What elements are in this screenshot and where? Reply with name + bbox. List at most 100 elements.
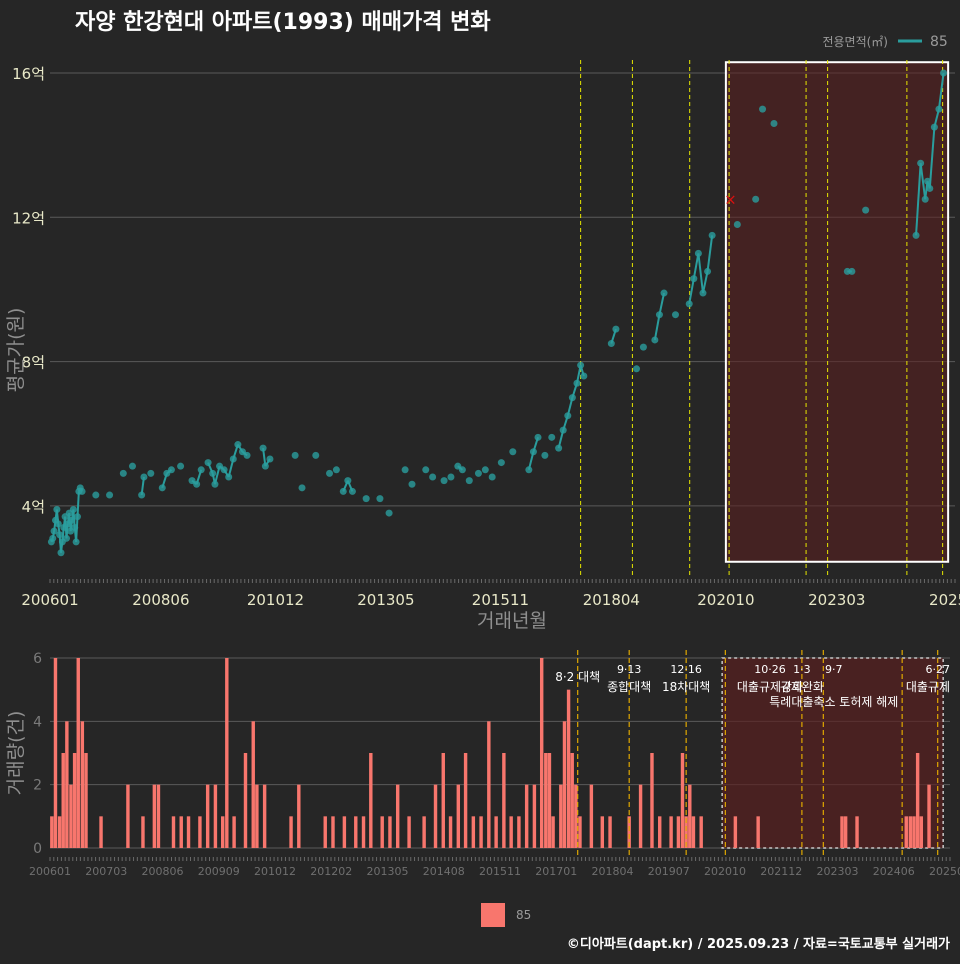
price-point (555, 444, 563, 452)
price-point (573, 379, 581, 387)
volume-bar (179, 816, 183, 848)
price-series-line (937, 72, 945, 110)
price-highlight-region (724, 61, 950, 563)
price-point (193, 480, 201, 488)
price-x-tick-label: 2025 (929, 591, 960, 609)
volume-bar (205, 784, 210, 848)
volume-x-tick-label: 200703 (85, 865, 127, 878)
volume-bar (448, 816, 453, 848)
price-point (525, 466, 533, 474)
volume-bar (232, 816, 236, 848)
price-series-line (928, 127, 936, 189)
price-y-tick-label: 8억 (22, 354, 45, 372)
price-series-line (915, 163, 922, 236)
price-x-tick-label: 201804 (583, 591, 640, 609)
volume-policy-annotation: 9·13 (617, 663, 642, 676)
volume-policy-annotation: 6·27 (926, 663, 951, 676)
price-point (332, 466, 340, 474)
price-point (234, 441, 242, 449)
price-y-tick-label: 4억 (22, 498, 45, 516)
price-point (481, 466, 489, 474)
volume-bar (323, 816, 327, 848)
volume-bar (395, 784, 400, 848)
volume-bar (578, 816, 582, 848)
price-point (474, 469, 482, 477)
volume-bar (904, 816, 908, 848)
volume-x-tick-label: 201305 (367, 865, 409, 878)
price-point (752, 195, 760, 203)
price-point (862, 206, 870, 214)
volume-bar (574, 784, 578, 848)
price-point (912, 231, 920, 239)
volume-policy-annotation: 10·26 (754, 663, 786, 676)
volume-bar (255, 784, 259, 848)
volume-bar (517, 816, 521, 848)
price-series-line (76, 491, 80, 517)
volume-policy-annotation: 12·16 (670, 663, 702, 676)
price-point (671, 311, 679, 319)
price-point (54, 520, 62, 528)
volume-bar (699, 816, 703, 848)
price-point (348, 487, 356, 495)
volume-bar (380, 816, 384, 848)
volume-policy-annotation: 18차대책 (662, 679, 710, 694)
price-point (651, 336, 659, 344)
volume-bar (733, 816, 738, 848)
price-point (694, 249, 702, 257)
volume-bar (251, 721, 255, 848)
price-point (607, 340, 615, 348)
price-point (690, 275, 698, 283)
volume-bar (213, 784, 218, 848)
volume-bar (65, 721, 69, 848)
legend-bottom-label: 85 (516, 908, 531, 922)
price-series-line (692, 253, 700, 279)
price-point (921, 195, 929, 203)
volume-bar (487, 721, 491, 848)
price-series-line (706, 235, 714, 272)
price-point (633, 365, 641, 373)
price-point (62, 534, 70, 542)
volume-bar (676, 816, 681, 848)
volume-policy-annotation: 9·7 (825, 663, 843, 676)
price-point (930, 123, 938, 131)
price-y-axis-label: 평균가(원) (5, 308, 27, 393)
legend-top-title: 전용면적(㎡) (822, 35, 888, 49)
volume-x-tick-label: 201511 (479, 865, 521, 878)
price-point (204, 459, 212, 467)
volume-bar (915, 753, 920, 848)
price-point (529, 448, 537, 456)
volume-bar (342, 816, 347, 848)
volume-bar (600, 816, 605, 848)
price-point (326, 469, 334, 477)
price-y-tick-label: 12억 (12, 209, 45, 227)
volume-bar (152, 784, 157, 848)
chart-title: 자양 한강현대 아파트(1993) 매매가격 변화 (75, 10, 491, 35)
price-point (534, 433, 542, 441)
volume-bar (76, 658, 80, 848)
price-point (580, 372, 588, 380)
volume-bar (658, 816, 662, 848)
volume-bar (608, 816, 612, 848)
volume-bar (912, 816, 916, 848)
price-y-tick-label: 16억 (12, 65, 45, 83)
volume-x-tick-label: 201202 (310, 865, 352, 878)
volume-bar (354, 816, 358, 848)
price-x-tick-label: 202303 (808, 591, 865, 609)
price-point (69, 505, 77, 513)
volume-bar (908, 816, 913, 848)
volume-bar (243, 753, 248, 848)
price-point (917, 159, 925, 167)
volume-y-tick-label: 4 (33, 714, 42, 730)
volume-bar (69, 784, 73, 848)
volume-panel: 0 2 4 6 8·2 대책 9·13 종합대책 12·16 18차대책 10·26 대출규제강화 1… (29, 650, 960, 878)
volume-bar (225, 658, 229, 848)
price-point (488, 473, 496, 481)
volume-bar (126, 784, 130, 848)
volume-bar (494, 816, 498, 848)
price-point (935, 105, 943, 113)
volume-bar (627, 816, 631, 848)
volume-bar (532, 784, 537, 848)
price-point (568, 394, 576, 402)
legend-top-label: 85 (930, 34, 948, 50)
